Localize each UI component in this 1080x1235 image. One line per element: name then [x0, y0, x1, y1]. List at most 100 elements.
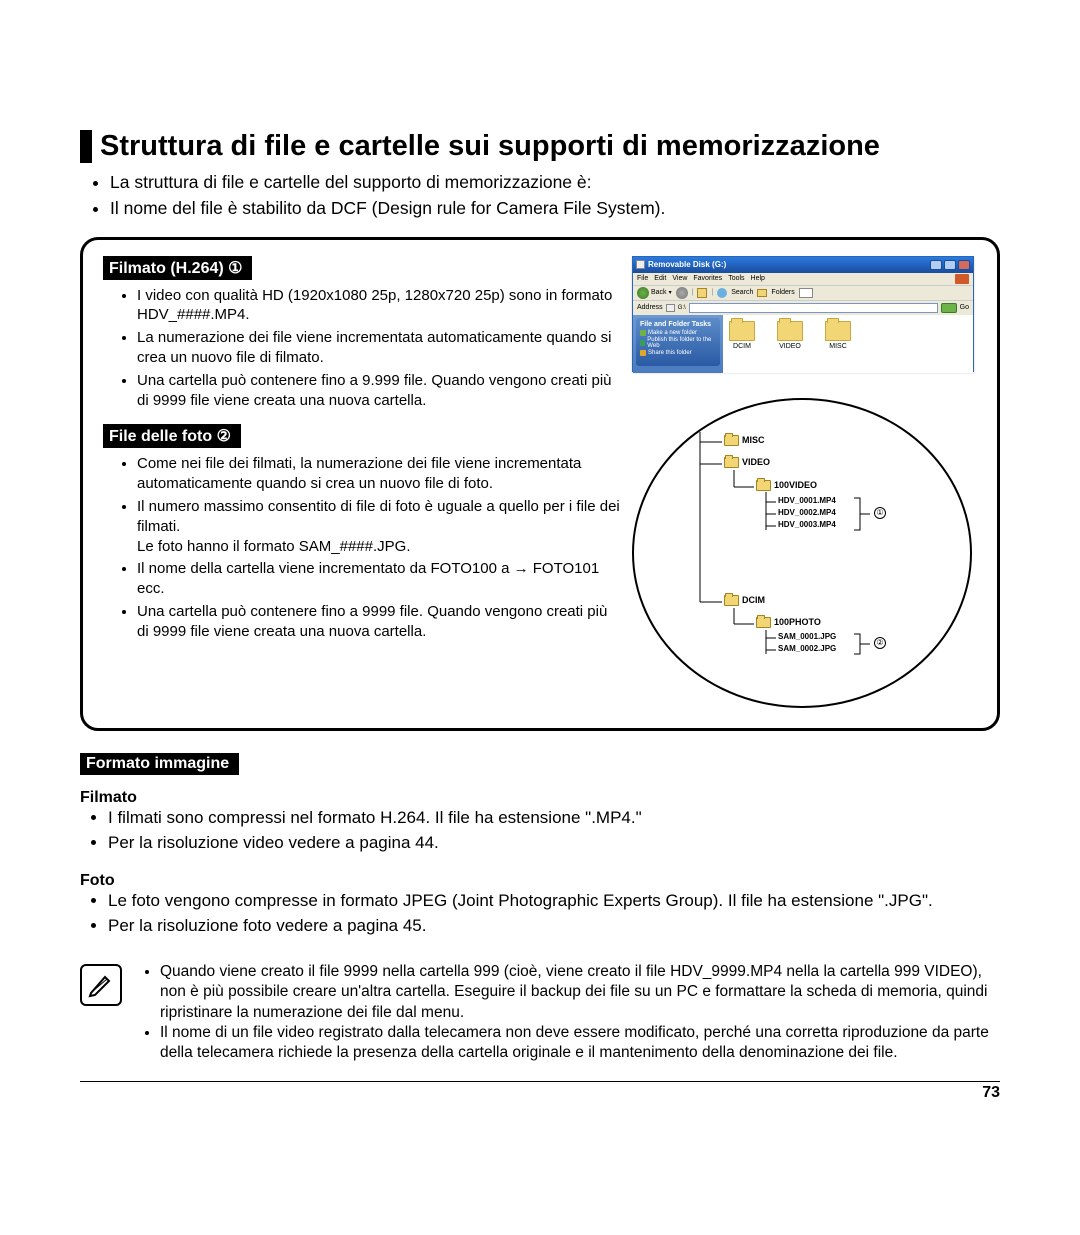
- menu-file[interactable]: File: [637, 275, 648, 282]
- intro-item: Il nome del file è stabilito da DCF (Des…: [110, 197, 1000, 221]
- folder-label: MISC: [829, 343, 847, 350]
- tree-bubble: MISC VIDEO 100VIDEO HDV_0001.MP4 HDV_000…: [632, 398, 972, 708]
- search-label[interactable]: Search: [731, 289, 753, 296]
- tree-node: VIDEO: [724, 457, 770, 468]
- explorer-title: Removable Disk (G:): [648, 260, 726, 269]
- list-item: Le foto vengono compresse in formato JPE…: [108, 890, 1000, 913]
- page-footer: 73: [80, 1081, 1000, 1102]
- note-item: Quando viene creato il file 9999 nella c…: [160, 962, 1000, 1022]
- section-foto: File delle foto ② Come nei file dei film…: [103, 424, 620, 641]
- search-icon[interactable]: [717, 288, 727, 298]
- intro-list: La struttura di file e cartelle del supp…: [110, 171, 1000, 220]
- back-label: Back: [651, 289, 667, 296]
- list-item: Il nome della cartella viene incrementat…: [137, 559, 620, 599]
- filmato-header: Filmato: [80, 789, 1000, 807]
- tree-label: 100PHOTO: [774, 618, 821, 627]
- title-accent-bar: [80, 130, 92, 163]
- list-item: Per la risoluzione video vedere a pagina…: [108, 832, 1000, 855]
- folder-icon: [756, 617, 771, 628]
- section-label-formato: Formato immagine: [80, 753, 239, 775]
- sidebar-link[interactable]: Publish this folder to the Web: [640, 337, 716, 349]
- windows-logo-icon: [955, 274, 969, 284]
- section-label-foto: File delle foto ②: [103, 424, 241, 448]
- tree-callout: MISC VIDEO 100VIDEO HDV_0001.MP4 HDV_000…: [632, 398, 977, 708]
- folder-icon: [756, 480, 771, 491]
- list-item: Per la risoluzione foto vedere a pagina …: [108, 915, 1000, 938]
- forward-button[interactable]: [676, 287, 688, 299]
- tree-node: MISC: [724, 435, 765, 446]
- tree-file: SAM_0002.JPG: [778, 645, 836, 653]
- tree-label: DCIM: [742, 596, 765, 605]
- list-item: La numerazione dei file viene incrementa…: [137, 328, 620, 368]
- note-item: Il nome di un file video registrato dall…: [160, 1023, 1000, 1063]
- formato-block: Formato immagine Filmato I filmati sono …: [80, 753, 1000, 939]
- folder-item[interactable]: DCIM: [729, 321, 755, 367]
- go-button[interactable]: [941, 303, 957, 313]
- tree-node: 100VIDEO: [756, 480, 817, 491]
- folder-item[interactable]: MISC: [825, 321, 851, 367]
- list-item: I filmati sono compressi nel formato H.2…: [108, 807, 1000, 830]
- explorer-addressbar[interactable]: Address G:\ Go: [633, 301, 973, 315]
- annotation-marker-2: ②: [874, 637, 886, 649]
- foto-header: Foto: [80, 872, 1000, 890]
- folder-icon: [724, 595, 739, 606]
- sidebar-link[interactable]: Share this folder: [640, 350, 716, 356]
- folder-label: VIDEO: [779, 343, 801, 350]
- drive-icon: [666, 304, 675, 312]
- close-button[interactable]: [958, 260, 970, 270]
- folder-item[interactable]: VIDEO: [777, 321, 803, 367]
- menu-view[interactable]: View: [672, 275, 687, 282]
- tree-label: 100VIDEO: [774, 481, 817, 490]
- explorer-titlebar: Removable Disk (G:): [633, 257, 973, 273]
- list-item: Una cartella può contenere fino a 9.999 …: [137, 371, 620, 411]
- explorer-sidebar: File and Folder Tasks Make a new folder …: [633, 315, 723, 373]
- page-title: Struttura di file e cartelle sui support…: [100, 130, 880, 163]
- explorer-window: Removable Disk (G:) File Edit View Favor…: [632, 256, 974, 372]
- new-folder-icon: [640, 330, 646, 336]
- up-icon[interactable]: [697, 288, 707, 298]
- window-controls[interactable]: [930, 260, 970, 270]
- minimize-button[interactable]: [930, 260, 942, 270]
- list-item: I video con qualità HD (1920x1080 25p, 1…: [137, 286, 620, 326]
- tree-file: SAM_0001.JPG: [778, 633, 836, 641]
- page-title-row: Struttura di file e cartelle sui support…: [80, 130, 1000, 163]
- list-item-text: Il numero massimo consentito di file di …: [137, 498, 620, 535]
- page-number: 73: [982, 1084, 1000, 1101]
- explorer-toolbar[interactable]: Back▾ | | Search Folders: [633, 285, 973, 301]
- go-label: Go: [960, 304, 969, 311]
- explorer-menubar[interactable]: File Edit View Favorites Tools Help: [633, 273, 973, 285]
- publish-icon: [640, 340, 645, 346]
- menu-edit[interactable]: Edit: [654, 275, 666, 282]
- section-label-filmato: Filmato (H.264) ①: [103, 256, 252, 280]
- list-item-text: Le foto hanno il formato SAM_####.JPG.: [137, 538, 411, 555]
- sidebar-link[interactable]: Make a new folder: [640, 330, 716, 336]
- sidebar-link-label: Share this folder: [648, 350, 692, 356]
- explorer-content[interactable]: DCIM VIDEO MISC: [723, 315, 973, 373]
- sidebar-link-label: Make a new folder: [648, 330, 697, 336]
- folder-icon: [729, 321, 755, 341]
- view-icon[interactable]: [799, 288, 813, 298]
- back-button[interactable]: Back▾: [637, 287, 672, 299]
- share-icon: [640, 350, 646, 356]
- tree-node: DCIM: [724, 595, 765, 606]
- drive-icon: [636, 260, 645, 269]
- tree-file: HDV_0003.MP4: [778, 521, 836, 529]
- folder-icon: [777, 321, 803, 341]
- folders-icon[interactable]: [757, 289, 767, 297]
- folder-label: DCIM: [733, 343, 751, 350]
- sidebar-link-label: Publish this folder to the Web: [647, 337, 716, 349]
- address-input[interactable]: [689, 303, 938, 313]
- tree-file: HDV_0002.MP4: [778, 509, 836, 517]
- tree-node: 100PHOTO: [756, 617, 821, 628]
- maximize-button[interactable]: [944, 260, 956, 270]
- folders-label[interactable]: Folders: [771, 289, 794, 296]
- note-row: Quando viene creato il file 9999 nella c…: [80, 962, 1000, 1063]
- list-item: Il numero massimo consentito di file di …: [137, 497, 620, 556]
- tree-file: HDV_0001.MP4: [778, 497, 836, 505]
- menu-help[interactable]: Help: [751, 275, 765, 282]
- folder-icon: [724, 457, 739, 468]
- menu-tools[interactable]: Tools: [728, 275, 744, 282]
- list-item: Una cartella può contenere fino a 9999 f…: [137, 602, 620, 642]
- content-box: Filmato (H.264) ① I video con qualità HD…: [80, 237, 1000, 731]
- menu-favorites[interactable]: Favorites: [693, 275, 722, 282]
